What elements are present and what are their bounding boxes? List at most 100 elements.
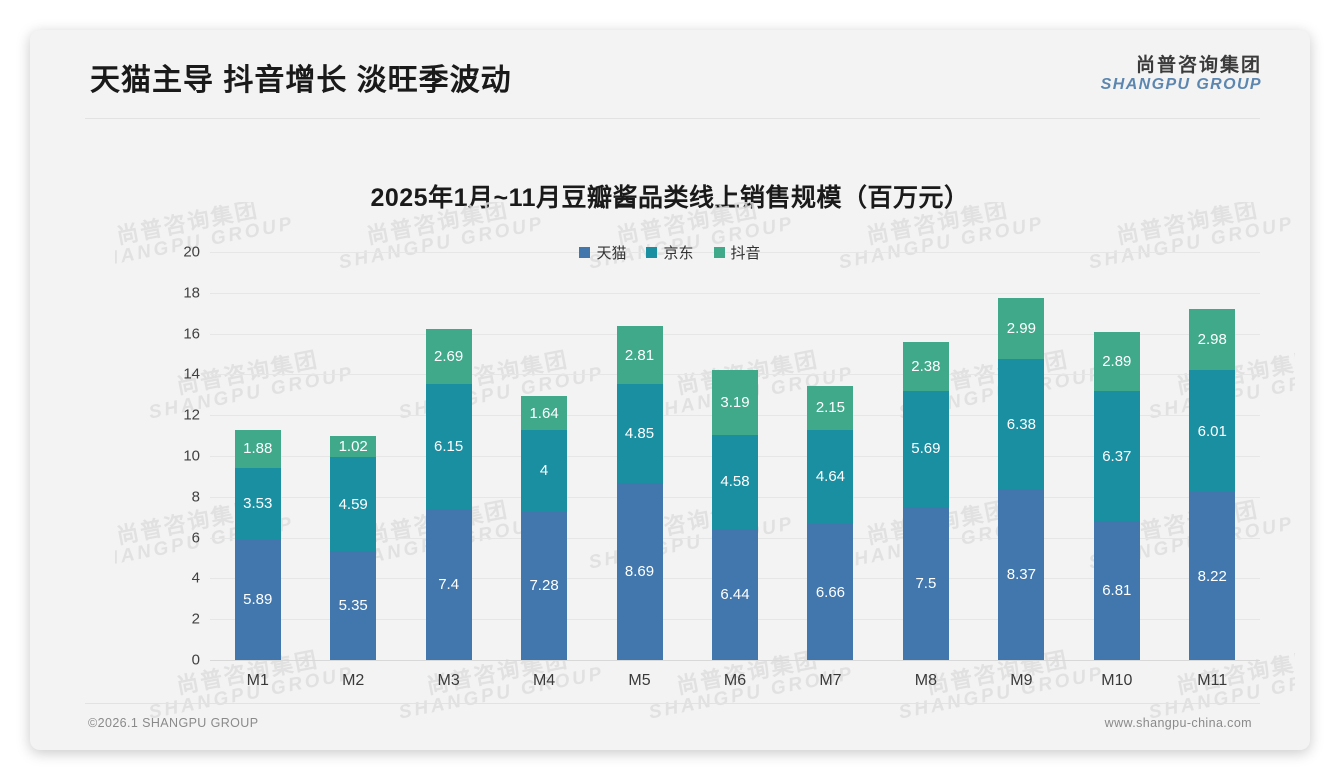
bar-segment-京东[interactable]: 6.38 <box>998 359 1045 490</box>
legend-item-京东[interactable]: 京东 <box>646 242 694 263</box>
bar-column[interactable]: 8.69 4.85 2.81 M5 <box>592 252 687 692</box>
legend-item-抖音[interactable]: 抖音 <box>713 242 761 263</box>
bar-segment-京东[interactable]: 4.64 <box>807 429 854 525</box>
y-axis-tick-label: 10 <box>183 447 200 465</box>
bar-segment-抖音[interactable]: 1.02 <box>330 436 377 458</box>
legend-label: 天猫 <box>596 245 627 262</box>
chart-plot-area: 尚普咨询集团 SHANGPU GROUP 尚普咨询集团 SHANGPU GROUP 尚普… <box>115 202 1295 722</box>
bar-stack[interactable]: 6.44 4.58 3.19 <box>711 370 758 660</box>
bar-segment-天猫[interactable]: 7.4 <box>425 509 472 660</box>
bar-segment-京东[interactable]: 4.59 <box>330 457 377 551</box>
gridline <box>210 292 1260 294</box>
bar-stack[interactable]: 7.4 6.15 2.69 <box>425 328 472 660</box>
bar-segment-天猫[interactable]: 5.89 <box>234 539 281 660</box>
legend-swatch-icon <box>579 247 591 258</box>
legend-item-天猫[interactable]: 天猫 <box>579 242 626 263</box>
bar-column[interactable]: 5.89 3.53 1.88 M1 <box>210 252 305 692</box>
bar-value-label: 8.69 <box>624 562 655 580</box>
x-axis-tick-label: M9 <box>1010 672 1033 689</box>
bar-segment-天猫[interactable]: 7.28 <box>521 511 568 660</box>
bar-segment-抖音[interactable]: 1.64 <box>521 396 568 430</box>
bar-segment-天猫[interactable]: 8.22 <box>1189 492 1236 660</box>
bar-column[interactable]: 7.5 5.69 2.38 M8 <box>878 252 973 692</box>
bar-value-label: 6.44 <box>720 585 750 603</box>
bar-value-label: 5.69 <box>911 440 941 458</box>
bar-value-label: 4.85 <box>624 424 655 442</box>
bar-value-label: 6.81 <box>1102 582 1132 600</box>
bar-column[interactable]: 6.81 6.37 2.89 M10 <box>1069 252 1164 692</box>
bar-stack[interactable]: 7.28 4 1.64 <box>521 396 568 660</box>
bar-segment-天猫[interactable]: 6.44 <box>711 528 758 660</box>
bar-value-label: 7.28 <box>529 577 559 595</box>
bar-value-label: 5.89 <box>243 591 273 609</box>
gridline <box>210 660 1260 661</box>
bar-value-label: 2.89 <box>1102 353 1132 371</box>
bar-segment-抖音[interactable]: 1.88 <box>234 429 281 468</box>
bar-segment-抖音[interactable]: 2.99 <box>998 298 1045 360</box>
bar-stack[interactable]: 8.69 4.85 2.81 <box>616 326 663 660</box>
bar-value-label: 2.99 <box>1006 320 1036 338</box>
bar-column[interactable]: 8.22 6.01 2.98 M11 <box>1165 252 1260 692</box>
bar-segment-天猫[interactable]: 6.66 <box>807 524 854 660</box>
bar-column[interactable]: 5.35 4.59 1.02 M2 <box>305 252 400 692</box>
x-axis-tick-label: M6 <box>723 672 747 689</box>
y-axis-tick-label: 14 <box>183 365 200 383</box>
bar-value-label: 6.01 <box>1197 422 1227 440</box>
bar-segment-京东[interactable]: 5.69 <box>902 390 949 507</box>
header-divider <box>85 118 1260 119</box>
y-axis-tick-label: 16 <box>183 325 200 343</box>
bar-stack[interactable]: 6.66 4.64 2.15 <box>807 385 854 660</box>
bar-segment-抖音[interactable]: 3.19 <box>711 370 758 436</box>
bar-stack[interactable]: 8.37 6.38 2.99 <box>998 298 1045 660</box>
bar-segment-天猫[interactable]: 5.35 <box>330 550 377 660</box>
y-axis-tick-label: 4 <box>191 569 200 587</box>
bar-segment-抖音[interactable]: 2.15 <box>807 385 854 430</box>
bar-value-label: 8.22 <box>1197 567 1227 585</box>
bar-segment-天猫[interactable]: 8.69 <box>616 482 663 660</box>
bar-value-label: 2.15 <box>815 399 846 417</box>
bar-segment-天猫[interactable]: 8.37 <box>998 489 1045 660</box>
bar-value-label: 6.38 <box>1006 415 1036 433</box>
chart-bars: 5.89 3.53 1.88 M1 5.35 4.59 1.02 M2 7.4 6.15 2.69 M… <box>210 252 1260 692</box>
bar-segment-抖音[interactable]: 2.69 <box>425 328 472 384</box>
x-axis-tick-label: M11 <box>1197 672 1228 689</box>
bar-segment-京东[interactable]: 4.58 <box>711 435 758 529</box>
gridline <box>210 252 1260 253</box>
bar-column[interactable]: 6.44 4.58 3.19 M6 <box>687 252 782 692</box>
chart-legend: 天猫 京东 抖音 <box>30 242 1310 263</box>
bar-segment-京东[interactable]: 4 <box>521 429 568 512</box>
bar-column[interactable]: 7.4 6.15 2.69 M3 <box>401 252 496 692</box>
bar-segment-抖音[interactable]: 2.89 <box>1093 332 1140 392</box>
bar-stack[interactable]: 5.35 4.59 1.02 <box>330 436 377 660</box>
bar-value-label: 4.59 <box>338 495 368 513</box>
bar-segment-抖音[interactable]: 2.81 <box>616 326 663 384</box>
bar-segment-京东[interactable]: 4.85 <box>616 383 663 483</box>
bar-value-label: 6.37 <box>1102 447 1132 465</box>
bar-value-label: 4 <box>539 462 549 480</box>
bar-stack[interactable]: 7.5 5.69 2.38 <box>902 342 949 660</box>
bar-value-label: 5.35 <box>338 596 368 614</box>
bar-segment-抖音[interactable]: 2.38 <box>902 342 949 391</box>
bar-segment-京东[interactable]: 6.15 <box>425 383 472 510</box>
bar-value-label: 2.38 <box>911 358 941 376</box>
bar-segment-京东[interactable]: 6.37 <box>1093 391 1140 522</box>
slide-header: 天猫主导 抖音增长 淡旺季波动 尚普咨询集团 SHANGPU GROUP <box>30 30 1310 112</box>
bar-stack[interactable]: 8.22 6.01 2.98 <box>1189 308 1236 660</box>
bar-stack[interactable]: 5.89 3.53 1.88 <box>234 429 281 660</box>
bar-segment-天猫[interactable]: 7.5 <box>902 507 949 660</box>
bar-value-label: 2.98 <box>1197 330 1227 348</box>
bar-segment-京东[interactable]: 6.01 <box>1189 369 1236 493</box>
y-axis-tick-label: 18 <box>183 284 200 302</box>
bar-column[interactable]: 7.28 4 1.64 M4 <box>496 252 591 692</box>
y-axis-tick-label: 8 <box>191 488 200 506</box>
bar-segment-天猫[interactable]: 6.81 <box>1093 521 1140 660</box>
bar-column[interactable]: 6.66 4.64 2.15 M7 <box>783 252 878 692</box>
bar-column[interactable]: 8.37 6.38 2.99 M9 <box>974 252 1069 692</box>
legend-label: 抖音 <box>730 245 761 262</box>
bar-segment-抖音[interactable]: 2.98 <box>1189 308 1236 370</box>
bar-stack[interactable]: 6.81 6.37 2.89 <box>1093 332 1140 660</box>
bar-segment-京东[interactable]: 3.53 <box>234 467 281 540</box>
bar-value-label: 2.69 <box>434 347 464 365</box>
bar-value-label: 8.37 <box>1006 566 1036 584</box>
legend-swatch-icon <box>646 247 658 258</box>
